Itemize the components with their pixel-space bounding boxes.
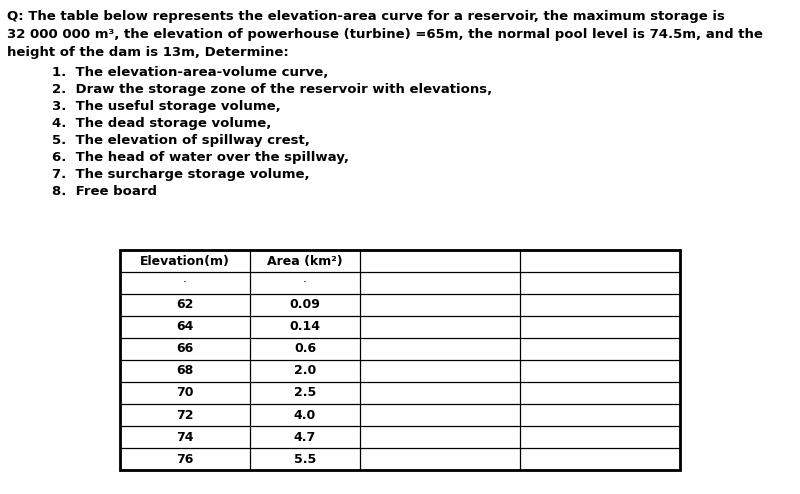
Text: 70: 70 (176, 386, 194, 400)
Text: 8.  Free board: 8. Free board (52, 185, 157, 198)
Text: 4.0: 4.0 (294, 409, 316, 421)
Text: 68: 68 (176, 365, 194, 377)
Text: 74: 74 (176, 430, 194, 444)
Text: 4.  The dead storage volume,: 4. The dead storage volume, (52, 117, 271, 130)
Text: 2.0: 2.0 (294, 365, 316, 377)
Text: Area (km²): Area (km²) (267, 254, 343, 267)
Text: 32 000 000 m³, the elevation of powerhouse (turbine) =65m, the normal pool level: 32 000 000 m³, the elevation of powerhou… (7, 28, 763, 41)
Text: 0.09: 0.09 (290, 298, 321, 312)
Text: 5.  The elevation of spillway crest,: 5. The elevation of spillway crest, (52, 134, 310, 147)
Text: 6.  The head of water over the spillway,: 6. The head of water over the spillway, (52, 151, 349, 164)
Text: 76: 76 (176, 453, 194, 465)
Text: Elevation(m): Elevation(m) (140, 254, 230, 267)
Text: 64: 64 (176, 321, 194, 333)
Text: 62: 62 (176, 298, 194, 312)
Text: ·: · (303, 277, 307, 289)
Text: 3.  The useful storage volume,: 3. The useful storage volume, (52, 100, 281, 113)
Text: 72: 72 (176, 409, 194, 421)
Text: 0.6: 0.6 (294, 342, 316, 356)
Text: 66: 66 (176, 342, 194, 356)
Text: ·: · (183, 277, 187, 289)
Text: height of the dam is 13m, Determine:: height of the dam is 13m, Determine: (7, 46, 289, 59)
Text: Q: The table below represents the elevation-area curve for a reservoir, the maxi: Q: The table below represents the elevat… (7, 10, 725, 23)
Text: 4.7: 4.7 (294, 430, 316, 444)
Text: 2.  Draw the storage zone of the reservoir with elevations,: 2. Draw the storage zone of the reservoi… (52, 83, 492, 96)
Text: 0.14: 0.14 (290, 321, 321, 333)
Bar (120, 250, 680, 470)
Text: 7.  The surcharge storage volume,: 7. The surcharge storage volume, (52, 168, 310, 181)
Text: 2.5: 2.5 (294, 386, 316, 400)
Text: 1.  The elevation-area-volume curve,: 1. The elevation-area-volume curve, (52, 66, 328, 79)
Text: 5.5: 5.5 (294, 453, 316, 465)
